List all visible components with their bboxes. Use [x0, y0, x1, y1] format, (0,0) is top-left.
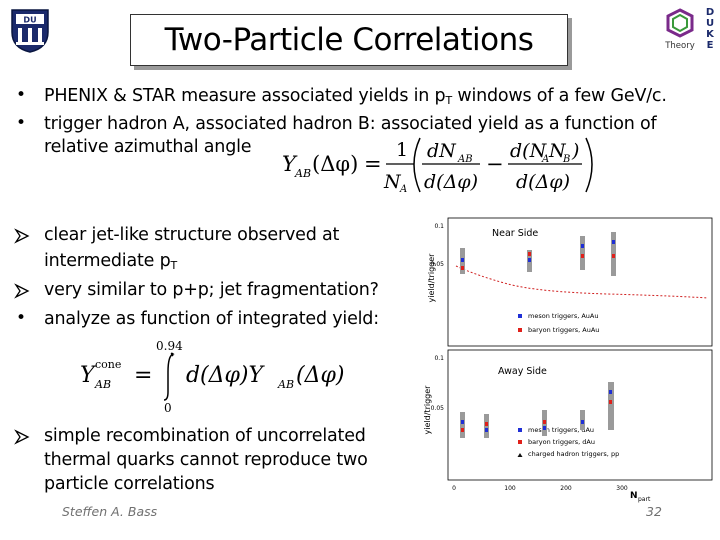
svg-text:Theory: Theory [664, 41, 695, 51]
bullet-dot-icon: • [16, 113, 27, 133]
page-number: 32 [646, 504, 662, 519]
footer-author: Steffen A. Bass [62, 504, 158, 519]
svg-text:Y: Y [80, 363, 97, 388]
svg-text:(Δφ): (Δφ) [296, 363, 344, 388]
ytick: 0.1 [434, 355, 444, 362]
ytick: 0.05 [431, 261, 445, 268]
ylabel-bottom: yield/trigger [423, 385, 432, 435]
bullet-dot-icon: • [16, 85, 27, 105]
svg-text:N: N [383, 171, 402, 193]
svg-text:(Δφ)Y: (Δφ)Y [200, 363, 265, 388]
integrated-yield-formula: Y cone AB = 0.94 0 d (Δφ)Y AB (Δφ) [80, 339, 344, 415]
arrow-bullet-1-line-2: intermediate pT [44, 251, 178, 272]
arrow-bullet-2: very similar to p+p; jet fragmentation? [44, 280, 379, 300]
svg-text:N: N [548, 140, 567, 162]
bullet-1: PHENIX & STAR measure associated yields … [44, 86, 667, 107]
arrow-bullet-1-line-1: clear jet-like structure observed at [44, 225, 340, 245]
near-side-label: Near Side [492, 228, 538, 239]
duke-theory-logo: Theory D U K E [664, 7, 715, 51]
legend-charged-pp: charged hadron triggers, pp [528, 450, 619, 458]
svg-text:): ) [571, 140, 579, 162]
away-side-label: Away Side [498, 366, 547, 377]
ytick: 0.1 [434, 223, 444, 230]
xlabel: N [630, 491, 638, 501]
svg-text:K: K [706, 29, 715, 40]
svg-text:B: B [562, 154, 570, 165]
svg-text:1: 1 [396, 139, 408, 161]
svg-text:dN: dN [427, 140, 457, 162]
arrow-bullet-3-line-2: thermal quarks cannot reproduce two [44, 450, 368, 470]
svg-text:−: − [486, 152, 504, 176]
model-curve [455, 265, 709, 299]
xtick: 100 [504, 485, 516, 492]
svg-text:d(Δφ): d(Δφ) [516, 171, 570, 193]
svg-text:=: = [134, 363, 152, 388]
svg-text:AB: AB [457, 154, 473, 165]
svg-text:A: A [399, 184, 407, 195]
svg-text:AB: AB [94, 378, 111, 391]
svg-text:=: = [364, 152, 382, 176]
ytick: 0.05 [431, 405, 445, 412]
associated-yield-formula: Y AB (Δφ) = 1 N A dN AB d(Δφ) − d(N A N … [282, 137, 593, 195]
xtick: 300 [616, 485, 628, 492]
arrow-bullet-icon [14, 429, 30, 445]
svg-text:Y: Y [282, 152, 298, 176]
svg-text:(Δφ): (Δφ) [312, 152, 358, 176]
svg-text:A: A [541, 154, 549, 165]
near-side-points [460, 232, 616, 276]
yield-per-trigger-plot: Near Side yield/trigger 0.1 0.05 Away Si… [423, 217, 713, 503]
svg-text:d: d [186, 363, 200, 388]
xtick: 0 [452, 485, 456, 492]
svg-text:d(N: d(N [510, 140, 548, 162]
bullet-2-line-2: relative azimuthal angle [44, 137, 252, 157]
svg-text:AB: AB [294, 167, 311, 180]
ylabel-top: yield/trigger [427, 253, 436, 303]
bullet-2-line-1: trigger hadron A, associated hadron B: a… [44, 114, 657, 134]
arrow-bullet-3-line-3: particle correlations [44, 474, 215, 494]
svg-text:0: 0 [164, 401, 172, 415]
svg-text:U: U [706, 18, 714, 29]
away-side-points [460, 382, 614, 438]
away-side-panel [447, 349, 713, 481]
legend-baryon-dau: baryon triggers, dAu [528, 438, 595, 446]
legend-baryon-auau: baryon triggers, AuAu [528, 326, 599, 334]
svg-text:DU: DU [23, 16, 36, 25]
svg-text:AB: AB [277, 378, 294, 391]
near-side-panel [447, 217, 713, 347]
slide-title-box: Two-Particle Correlations [130, 14, 568, 66]
arrow-bullet-3-line-1: simple recombination of uncorrelated [44, 426, 366, 446]
svg-text:D: D [706, 7, 714, 18]
svg-text:E: E [707, 40, 714, 51]
bullet-3: analyze as function of integrated yield: [44, 309, 379, 329]
xtick: 200 [560, 485, 572, 492]
xlabel-sub: part [638, 496, 651, 503]
svg-text:0.94: 0.94 [156, 339, 183, 353]
legend-meson-dau: meson triggers, dAu [528, 426, 594, 434]
legend-meson-auau: meson triggers, AuAu [528, 312, 598, 320]
arrow-bullet-icon [14, 283, 30, 299]
svg-text:d(Δφ): d(Δφ) [424, 171, 478, 193]
bullet-dot-icon: • [16, 308, 27, 328]
arrow-bullet-icon [14, 228, 30, 244]
slide-title: Two-Particle Correlations [164, 22, 534, 58]
university-logo: DU [11, 9, 49, 53]
svg-text:cone: cone [95, 358, 121, 371]
